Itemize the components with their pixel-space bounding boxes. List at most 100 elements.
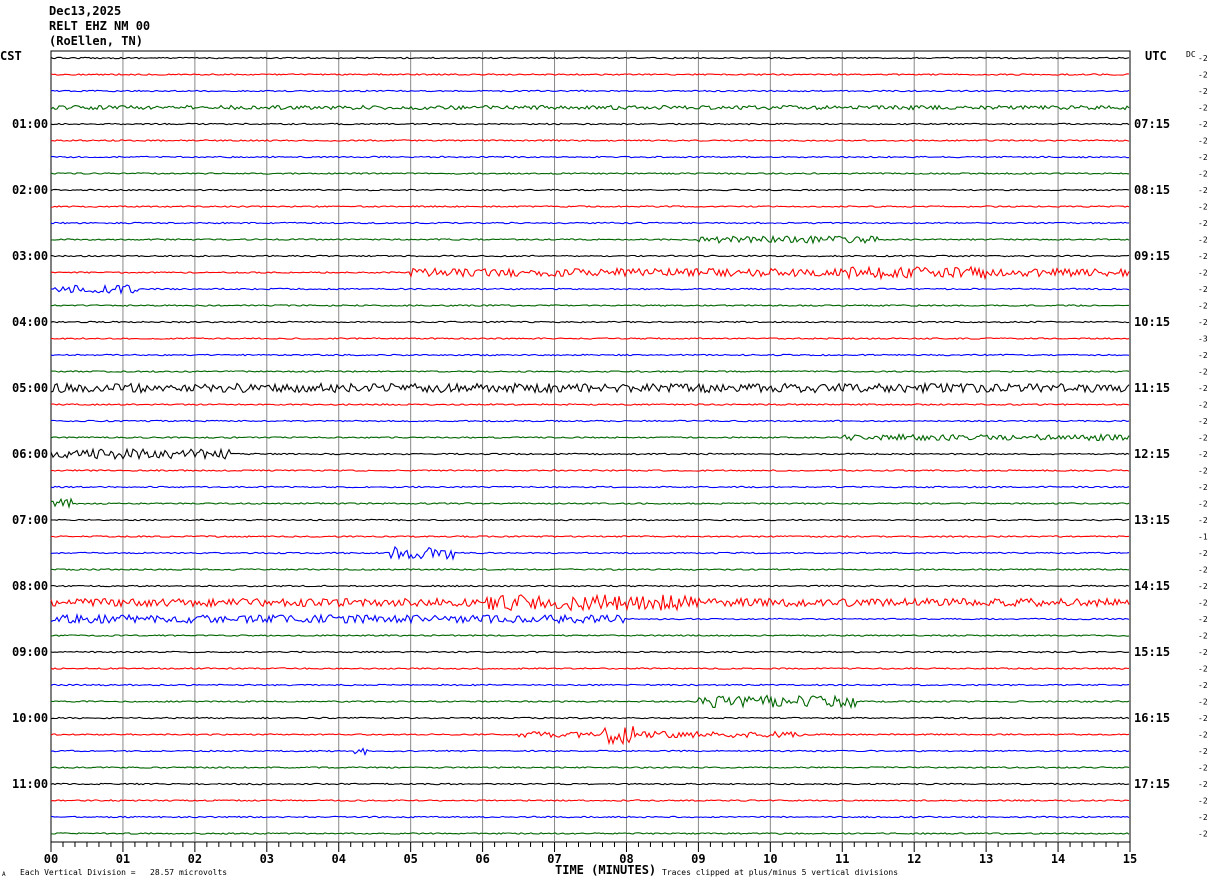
seismogram-trace (50, 155, 1130, 159)
x-tick-label: 14 (1051, 852, 1065, 866)
x-tick-label: 06 (475, 852, 489, 866)
dc-offset-label: -2 (1198, 648, 1208, 657)
seismogram-trace (50, 469, 1130, 472)
dc-offset-label: -2 (1198, 170, 1208, 179)
seismogram-trace (50, 139, 1130, 142)
seismogram-trace (50, 432, 1130, 442)
right-hour-label: 11:15 (1134, 381, 1170, 395)
seismogram-trace (50, 205, 1130, 208)
seismogram-trace (50, 650, 1130, 654)
dc-offset-label: -1 (1198, 533, 1208, 542)
right-hour-label: 17:15 (1134, 777, 1170, 791)
left-hour-label: 04:00 (12, 315, 48, 329)
dc-offset-label: -2 (1198, 483, 1208, 492)
left-hour-label: 06:00 (12, 447, 48, 461)
right-hour-label: 14:15 (1134, 579, 1170, 593)
right-hour-label: 08:15 (1134, 183, 1170, 197)
x-tick-label: 07 (547, 852, 561, 866)
seismic-traces (50, 56, 1130, 835)
left-hour-label: 09:00 (12, 645, 48, 659)
dc-offset-label: -2 (1198, 599, 1208, 608)
seismogram-trace (50, 584, 1130, 588)
dc-offset-label: -3 (1198, 335, 1208, 344)
dc-offset-label: -2 (1198, 681, 1208, 690)
dc-offset-label: -2 (1198, 318, 1208, 327)
left-hour-label: 08:00 (12, 579, 48, 593)
x-tick-label: 09 (691, 852, 705, 866)
station-location: (RoEllen, TN) (49, 34, 143, 48)
dc-offset-label: -2 (1198, 500, 1208, 509)
dc-offset-label: -2 (1198, 582, 1208, 591)
dc-offset-label: -2 (1198, 236, 1208, 245)
seismogram-trace (50, 104, 1130, 111)
dc-offset-label: -2 (1198, 764, 1208, 773)
dc-offset-label: -2 (1198, 384, 1208, 393)
dc-offset-label: -2 (1198, 219, 1208, 228)
left-hour-label: 03:00 (12, 249, 48, 263)
seismogram-trace (50, 320, 1130, 324)
seismogram-trace (50, 403, 1130, 406)
x-tick-label: 03 (260, 852, 274, 866)
seismogram-trace (50, 683, 1130, 687)
plot-grid (50, 50, 1131, 843)
right-hour-label: 12:15 (1134, 447, 1170, 461)
seismogram-trace (50, 518, 1130, 522)
dc-offset-label: -2 (1198, 665, 1208, 674)
left-hour-label: 11:00 (12, 777, 48, 791)
left-hour-label: 10:00 (12, 711, 48, 725)
seismogram-trace (50, 304, 1129, 307)
dc-offset-label: -2 (1198, 153, 1208, 162)
seismogram-trace (50, 353, 1130, 357)
seismogram-trace (50, 612, 1130, 625)
dc-label: DC (1186, 50, 1196, 59)
dc-offset-label: -2 (1198, 516, 1208, 525)
seismogram-trace (50, 535, 1130, 538)
x-tick-label: 08 (619, 852, 633, 866)
dc-offset-label: -2 (1198, 401, 1208, 410)
left-timezone-label: CST (0, 49, 22, 63)
dc-offset-label: -2 (1198, 285, 1208, 294)
seismogram-trace (50, 221, 1130, 225)
dc-offset-label: -2 (1198, 830, 1208, 839)
seismogram-trace (50, 89, 1130, 93)
left-hour-label: 02:00 (12, 183, 48, 197)
seismogram-trace (50, 73, 1130, 76)
x-tick-label: 05 (403, 852, 417, 866)
dc-offset-label: -2 (1198, 731, 1208, 740)
right-hour-label: 16:15 (1134, 711, 1170, 725)
seismogram-trace (50, 799, 1130, 802)
seismogram-trace (50, 766, 1130, 769)
dc-offset-label: -2 (1198, 417, 1208, 426)
x-tick-label: 15 (1123, 852, 1137, 866)
seismogram-trace (50, 694, 1130, 710)
seismogram-trace (50, 593, 1130, 612)
seismogram-trace (50, 265, 1130, 281)
dc-offset-label: -2 (1198, 186, 1208, 195)
right-hour-label: 07:15 (1134, 117, 1170, 131)
dc-offset-label: -2 (1198, 797, 1208, 806)
x-axis-title: TIME (MINUTES) (555, 863, 657, 877)
dc-offset-label: -2 (1198, 632, 1208, 641)
right-hour-label: 13:15 (1134, 513, 1170, 527)
dc-offset-label: -2 (1198, 71, 1208, 80)
x-tick-label: 00 (44, 852, 58, 866)
seismogram-trace (50, 782, 1130, 786)
plot-frame (50, 50, 1131, 843)
dc-offset-label: -2 (1198, 813, 1208, 822)
dc-offset-label: -2 (1198, 351, 1208, 360)
dc-offset-label: -2 (1198, 54, 1208, 63)
record-date: Dec13,2025 (49, 4, 122, 18)
x-tick-label: 01 (116, 852, 130, 866)
dc-offset-label: -2 (1198, 714, 1208, 723)
seismogram-trace (50, 254, 1130, 258)
x-tick-label: 11 (835, 852, 849, 866)
dc-offset-label: -2 (1198, 467, 1208, 476)
seismogram-trace (50, 283, 1130, 295)
seismogram-trace (50, 545, 1130, 561)
dc-offset-label: -2 (1198, 137, 1208, 146)
corner-mark: A (2, 871, 6, 878)
dc-offset-label: -2 (1198, 87, 1208, 96)
left-hour-label: 07:00 (12, 513, 48, 527)
seismogram-trace (50, 370, 1130, 373)
